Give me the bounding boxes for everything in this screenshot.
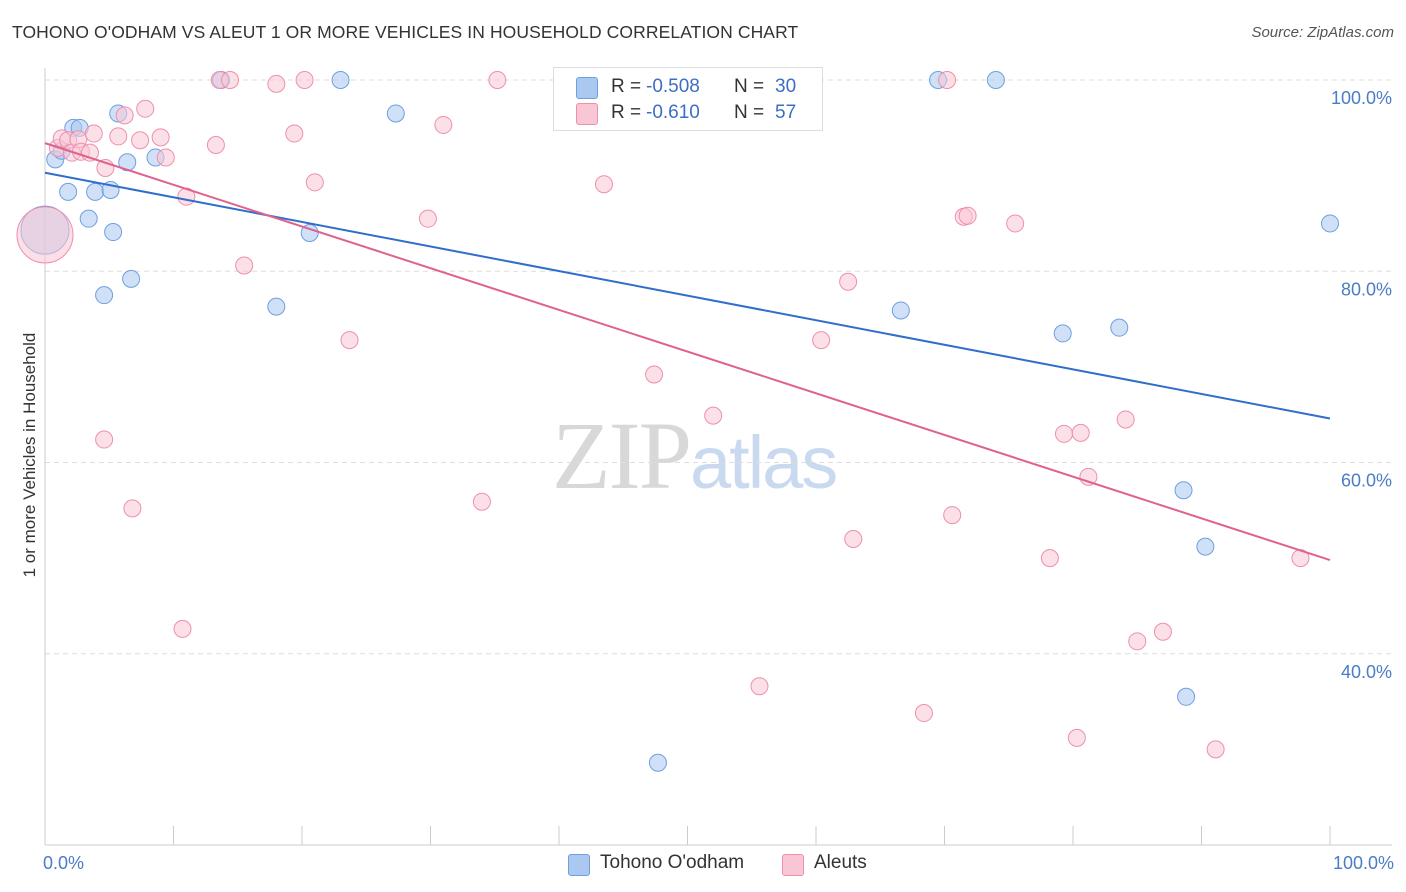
chart-title: TOHONO O'ODHAM VS ALEUT 1 OR MORE VEHICL… (12, 22, 799, 42)
legend-swatch-aleuts (576, 103, 598, 125)
bottom-legend-label-tohono: Tohono O'odham (600, 852, 745, 873)
legend-n-value: 30 (775, 76, 797, 97)
tohono-point (59, 182, 78, 201)
axes-layer (44, 68, 1392, 846)
aleut-point (206, 136, 225, 155)
tohono-point (986, 71, 1005, 89)
points-layer (16, 71, 1339, 772)
aleut-point (418, 209, 437, 228)
tohono-point (648, 753, 667, 772)
tohono-point (300, 224, 319, 242)
aleut-point (95, 430, 114, 449)
x-tick-label: 0.0% (43, 853, 84, 873)
watermark-zip: ZIP (552, 402, 692, 509)
aleut-point (156, 148, 175, 167)
tohono-point (86, 182, 105, 201)
aleut-point (812, 331, 831, 350)
tohono-point (104, 223, 123, 242)
source-credit: Source: ZipAtlas.com (1251, 24, 1394, 41)
y-tick-label: 100.0% (1331, 88, 1392, 108)
aleut-point (1071, 423, 1090, 442)
tohono-point (1110, 318, 1129, 337)
aleut-point (434, 115, 453, 134)
x-tick-label: 100.0% (1333, 853, 1394, 873)
legend-r-label: R = (611, 102, 642, 123)
legend-n-label: N = (734, 76, 765, 97)
aleut-point (221, 71, 240, 89)
tohono-point (95, 286, 114, 305)
y-axis-title: 1 or more Vehicles in Household (20, 333, 39, 578)
tohono-point (79, 209, 98, 228)
aleut-point (1006, 214, 1025, 233)
aleut-trend-line (44, 142, 1331, 561)
stats-legend: R = -0.508 N = 30 R = -0.610 N = 57 (553, 67, 823, 131)
legend-n-value: 57 (775, 102, 797, 123)
aleut-point (938, 71, 957, 89)
aleut-point (115, 106, 134, 125)
tohono-point (267, 297, 286, 316)
aleut-point (488, 71, 507, 89)
grid-layer (45, 79, 1392, 655)
tohono-point (331, 71, 350, 89)
aleut-point (267, 74, 286, 93)
aleut-point (1116, 410, 1135, 429)
aleut-point (594, 175, 613, 194)
aleut-point (1128, 632, 1147, 651)
y-tick-label: 80.0% (1341, 279, 1392, 299)
tohono-point (891, 301, 910, 320)
aleut-point (704, 406, 723, 425)
aleut-point (16, 206, 74, 264)
labels-layer: 100.0% 80.0% 60.0% 40.0% 0.0% 100.0% 1 or more… (20, 88, 1394, 873)
aleut-point (340, 331, 359, 350)
bottom-legend-swatch-aleuts (782, 854, 804, 876)
tohono-point (1174, 481, 1193, 500)
aleut-point (472, 492, 491, 511)
aleut-point (839, 272, 858, 291)
tohono-point (1053, 324, 1072, 343)
aleut-point (295, 71, 314, 89)
aleut-point (235, 256, 254, 275)
y-tick-label: 60.0% (1341, 471, 1392, 491)
aleut-point (123, 499, 142, 518)
aleut-point (285, 124, 304, 143)
legend-r-value: -0.508 (646, 76, 700, 97)
aleut-point (914, 704, 933, 723)
trend-layer (44, 142, 1331, 561)
aleut-point (1067, 728, 1086, 747)
legend-n-label: N = (734, 102, 765, 123)
aleut-point (173, 619, 192, 638)
aleut-point (84, 124, 103, 143)
aleut-point (109, 127, 128, 146)
legend-swatch-tohono (576, 77, 598, 99)
aleut-point (645, 365, 664, 384)
aleut-point (750, 677, 769, 696)
legend-r-label: R = (611, 76, 642, 97)
y-tick-label: 40.0% (1341, 662, 1392, 682)
bottom-legend-label-aleuts: Aleuts (814, 852, 867, 873)
legend-row-tohono: R = -0.508 N = 30 (576, 76, 796, 100)
tohono-point (122, 269, 141, 288)
aleut-point (943, 506, 962, 525)
aleut-point (305, 173, 324, 192)
aleut-point (958, 206, 977, 225)
legend-row-aleuts: R = -0.610 N = 57 (576, 102, 796, 126)
aleut-point (131, 131, 150, 150)
aleut-point (1055, 424, 1074, 443)
bottom-legend-swatch-tohono (568, 854, 590, 876)
tohono-point (1177, 687, 1196, 706)
aleut-point (1206, 740, 1225, 759)
aleut-point (1153, 622, 1172, 641)
aleut-point (1040, 549, 1059, 568)
tohono-point (1321, 214, 1339, 233)
aleut-point (844, 530, 863, 548)
aleut-point (151, 128, 170, 147)
tohono-trend-line (44, 171, 1331, 420)
tohono-point (1196, 537, 1215, 556)
tohono-point (386, 104, 405, 123)
aleut-point (136, 99, 155, 118)
legend-r-value: -0.610 (646, 102, 700, 123)
